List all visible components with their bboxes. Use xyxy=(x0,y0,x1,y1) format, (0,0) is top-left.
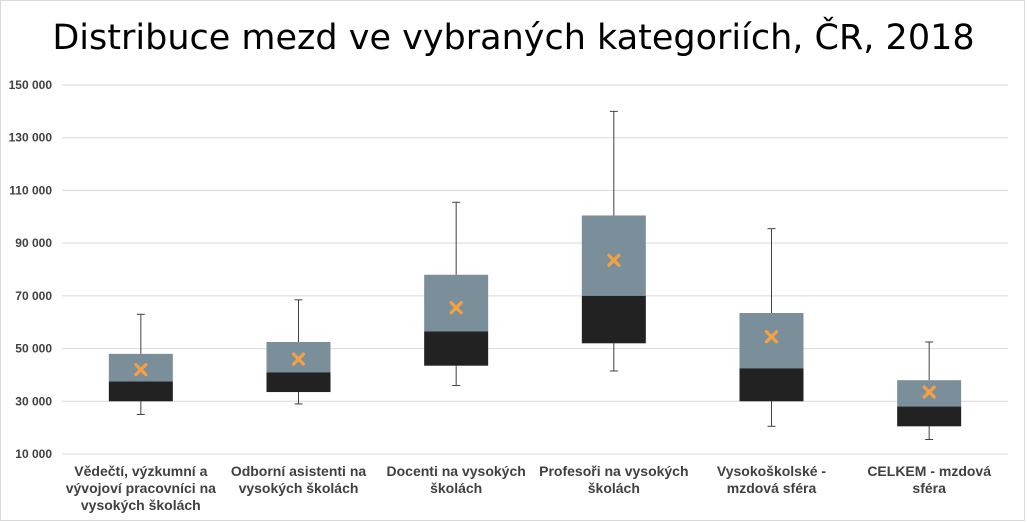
y-tick-label: 30 000 xyxy=(15,394,52,408)
lower-box xyxy=(739,368,804,402)
category-labels: Vědečtí, výzkumní a vývojoví pracovníci n… xyxy=(66,463,991,513)
category-label-line: Vysokoškolské - xyxy=(717,463,827,479)
box-group xyxy=(739,228,804,427)
mean-marker xyxy=(134,363,148,377)
category-label-line: vysokých školách xyxy=(81,497,201,513)
category-label-line: Odborní asistenti na xyxy=(231,463,367,479)
category-label: Docenti na vysokých školách xyxy=(387,463,526,496)
category-label-line: Docenti na vysokých xyxy=(387,463,526,479)
gridlines xyxy=(62,84,1008,455)
category-label-line: Profesoři na vysokých xyxy=(539,463,688,479)
mean-marker xyxy=(607,253,621,267)
category-label-line: Vědečtí, výzkumní a xyxy=(74,463,207,479)
category-label-line: mzdová sféra xyxy=(727,480,817,496)
lower-box xyxy=(424,331,489,366)
category-label: Profesoři na vysokých školách xyxy=(539,463,688,496)
box-group xyxy=(108,313,173,415)
y-tick-label: 150 000 xyxy=(9,78,53,92)
lower-box xyxy=(897,406,962,427)
box-group xyxy=(581,110,646,372)
category-label-line: CELKEM - mzdová xyxy=(867,463,991,479)
chart-title: Distribuce mezd ve vybraných kategoriích… xyxy=(52,18,975,58)
mean-marker xyxy=(449,301,463,315)
category-label-line: školách xyxy=(588,480,640,496)
lower-box xyxy=(581,295,646,344)
lower-box xyxy=(108,381,173,402)
y-tick-label: 10 000 xyxy=(15,447,52,461)
box-group xyxy=(897,341,962,441)
upper-box xyxy=(739,312,804,369)
category-label-line: školách xyxy=(430,480,482,496)
box-group xyxy=(266,299,331,405)
box-group xyxy=(424,201,489,386)
category-label-line: vysokých školách xyxy=(239,480,359,496)
category-label-line: sféra xyxy=(912,480,946,496)
boxes xyxy=(108,110,962,441)
y-tick-label: 70 000 xyxy=(15,289,52,303)
category-label: Vysokoškolské -mzdová sféra xyxy=(717,463,827,496)
y-tick-label: 90 000 xyxy=(15,236,52,250)
mean-marker xyxy=(922,385,936,399)
y-tick-label: 50 000 xyxy=(15,342,52,356)
upper-box xyxy=(581,215,646,296)
category-label: Vědečtí, výzkumní a vývojoví pracovníci n… xyxy=(66,463,216,513)
y-tick-label: 130 000 xyxy=(9,131,53,145)
mean-marker xyxy=(764,330,779,344)
lower-box xyxy=(266,372,331,393)
mean-marker xyxy=(291,352,306,366)
upper-box xyxy=(424,274,489,332)
category-label: CELKEM - mzdová sféra xyxy=(867,463,991,496)
y-axis-tick-labels: 10 000 30 000 50 000 70 000 90 000 110 000 130… xyxy=(9,78,53,461)
category-label: Odborní asistenti na vysokých školách xyxy=(231,463,367,496)
y-tick-label: 110 000 xyxy=(9,183,52,197)
category-label-line: vývojoví pracovníci na xyxy=(66,480,216,496)
